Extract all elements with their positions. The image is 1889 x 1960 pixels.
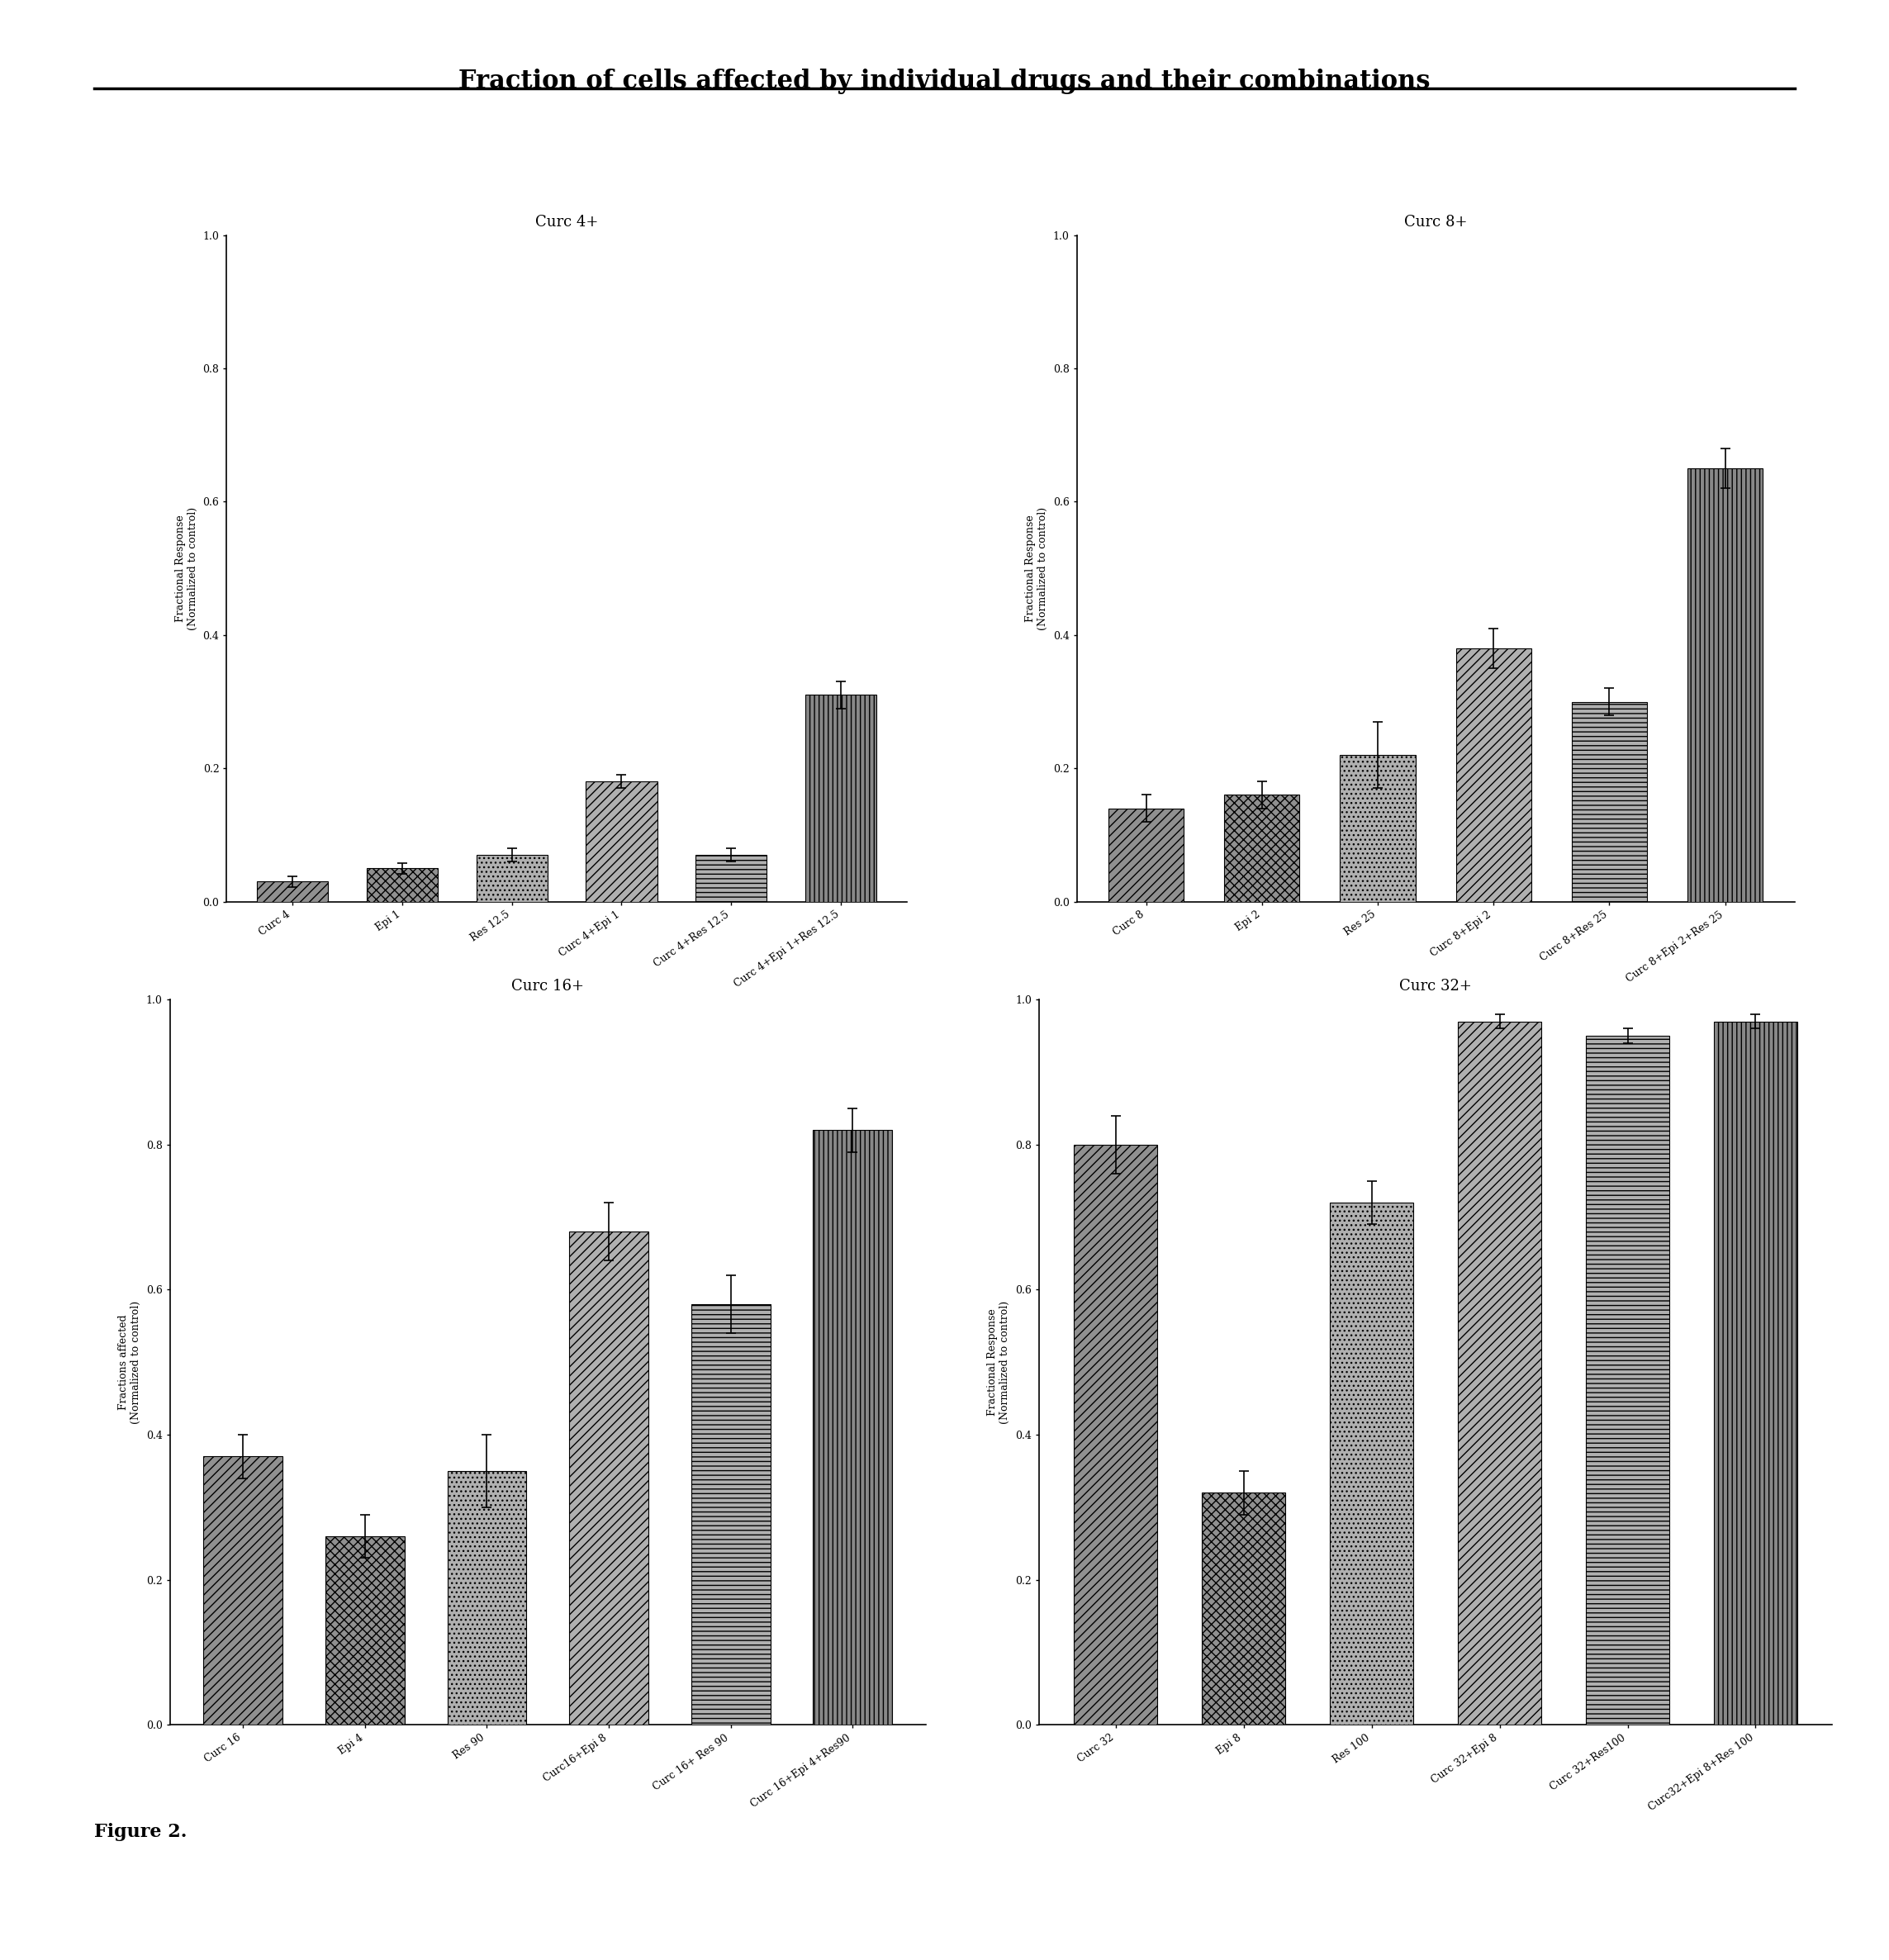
Bar <box>257 882 329 902</box>
Y-axis label: Fractional Response
(Normalized to control): Fractional Response (Normalized to contr… <box>1026 508 1048 629</box>
Title: Curc 32+: Curc 32+ <box>1400 978 1472 994</box>
Bar <box>812 1131 892 1725</box>
Bar <box>1456 649 1532 902</box>
Y-axis label: Fractional Response
(Normalized to control): Fractional Response (Normalized to contr… <box>176 508 198 629</box>
Bar <box>1339 755 1415 902</box>
Bar <box>691 1303 771 1725</box>
Bar <box>366 868 438 902</box>
Bar <box>1075 1145 1158 1725</box>
Bar <box>569 1231 648 1725</box>
Title: Curc 16+: Curc 16+ <box>512 978 584 994</box>
Text: Fraction of cells affected by individual drugs and their combinations: Fraction of cells affected by individual… <box>459 69 1430 94</box>
Bar <box>1713 1021 1796 1725</box>
Bar <box>1587 1037 1670 1725</box>
Bar <box>1224 796 1300 902</box>
Bar <box>1458 1021 1541 1725</box>
Title: Curc 8+: Curc 8+ <box>1404 214 1468 229</box>
Bar <box>1572 702 1647 902</box>
Bar <box>1330 1203 1413 1725</box>
Bar <box>325 1537 404 1725</box>
Bar <box>204 1456 283 1725</box>
Bar <box>1687 468 1762 902</box>
Text: Figure 2.: Figure 2. <box>94 1823 187 1840</box>
Y-axis label: Fractions affected
(Normalized to control): Fractions affected (Normalized to contro… <box>119 1301 142 1423</box>
Bar <box>805 696 876 902</box>
Title: Curc 4+: Curc 4+ <box>535 214 599 229</box>
Bar <box>695 855 767 902</box>
Y-axis label: Fractional Response
(Normalized to control): Fractional Response (Normalized to contr… <box>988 1301 1011 1423</box>
Bar <box>586 782 657 902</box>
Bar <box>1109 808 1184 902</box>
Bar <box>1201 1494 1285 1725</box>
Bar <box>476 855 548 902</box>
Bar <box>448 1470 527 1725</box>
